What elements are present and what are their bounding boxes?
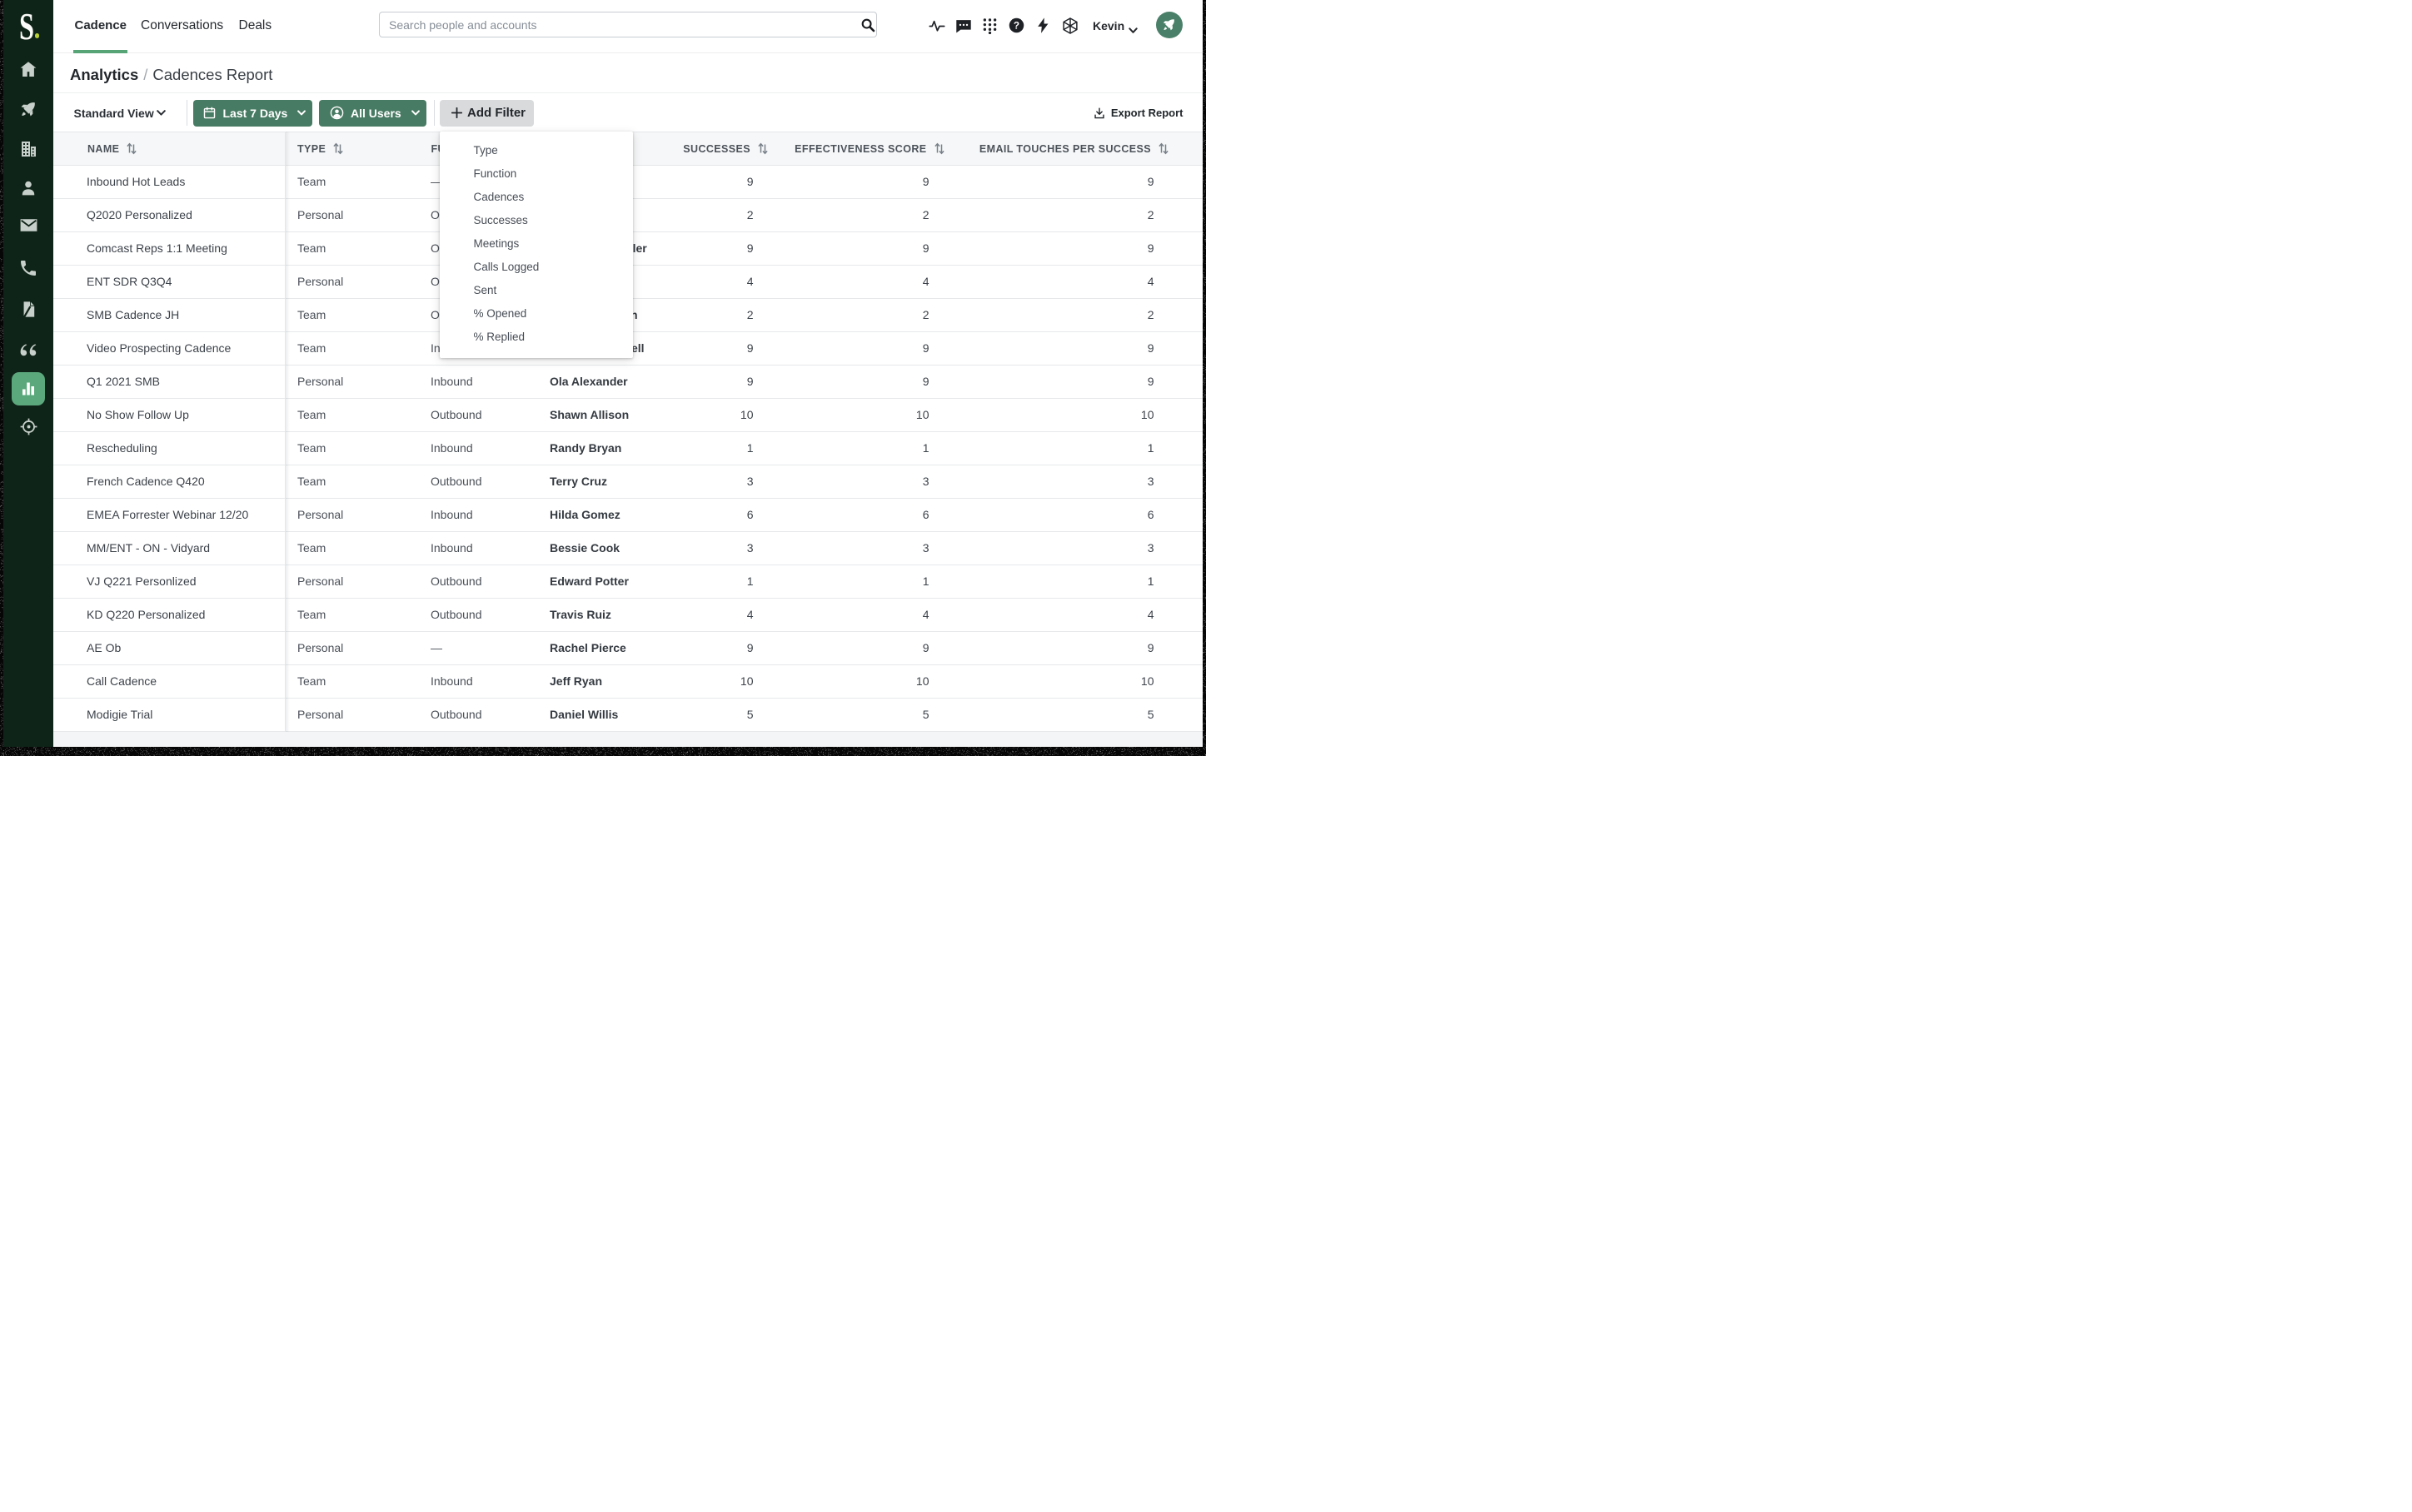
svg-text:?: ? <box>1013 20 1019 32</box>
